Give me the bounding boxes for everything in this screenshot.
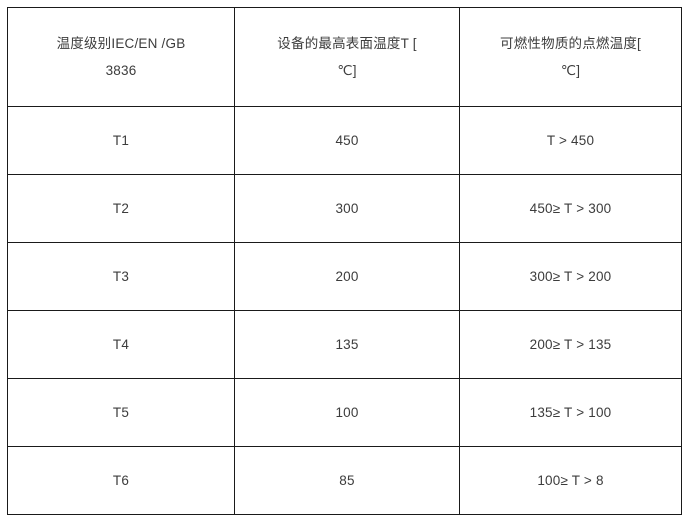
cell-max-surface-temperature: 200	[234, 242, 460, 311]
cell-temperature-class: T5	[7, 378, 235, 447]
cell-temperature-class: T4	[7, 310, 235, 379]
page-root: 温度级别IEC/EN /GB 3836 设备的最高表面温度T [ ℃] 可燃性物…	[7, 7, 682, 515]
cell-max-surface-temperature-value: 85	[339, 472, 355, 488]
cell-ignition-temperature: T > 450	[459, 106, 682, 175]
table-row: T5 100 135≥ T > 100	[7, 378, 682, 447]
cell-temperature-class: T2	[7, 174, 235, 243]
cell-temperature-class: T3	[7, 242, 235, 311]
cell-ignition-temperature: 135≥ T > 100	[459, 378, 682, 447]
column-header-temperature-class: 温度级别IEC/EN /GB 3836	[7, 7, 235, 107]
cell-ignition-temperature-value: 100≥ T > 8	[537, 472, 604, 488]
cell-max-surface-temperature-value: 300	[335, 200, 359, 216]
column-header-temperature-class-label: 温度级别IEC/EN /GB 3836	[56, 36, 186, 78]
table-row: T3 200 300≥ T > 200	[7, 242, 682, 311]
cell-temperature-class-value: T3	[112, 268, 130, 284]
cell-temperature-class-value: T1	[112, 132, 130, 148]
cell-max-surface-temperature-value: 200	[335, 268, 359, 284]
table-row: T1 450 T > 450	[7, 106, 682, 175]
cell-max-surface-temperature: 135	[234, 310, 460, 379]
column-header-ignition-temperature: 可燃性物质的点燃温度[ ℃]	[459, 7, 682, 107]
cell-ignition-temperature-value: 135≥ T > 100	[529, 404, 612, 420]
cell-temperature-class-value: T6	[112, 472, 130, 488]
column-header-ignition-temperature-label: 可燃性物质的点燃温度[ ℃]	[500, 36, 641, 78]
table-header-row: 温度级别IEC/EN /GB 3836 设备的最高表面温度T [ ℃] 可燃性物…	[7, 7, 682, 107]
cell-ignition-temperature-value: 200≥ T > 135	[529, 336, 612, 352]
cell-ignition-temperature-value: 300≥ T > 200	[529, 268, 612, 284]
cell-ignition-temperature: 300≥ T > 200	[459, 242, 682, 311]
cell-max-surface-temperature: 300	[234, 174, 460, 243]
cell-max-surface-temperature-value: 100	[335, 404, 359, 420]
cell-temperature-class-value: T2	[112, 200, 130, 216]
cell-max-surface-temperature: 100	[234, 378, 460, 447]
cell-ignition-temperature: 200≥ T > 135	[459, 310, 682, 379]
cell-ignition-temperature-value: 450≥ T > 300	[529, 200, 612, 216]
cell-ignition-temperature-value: T > 450	[546, 132, 595, 148]
cell-max-surface-temperature-value: 450	[335, 132, 359, 148]
table-row: T4 135 200≥ T > 135	[7, 310, 682, 379]
temperature-class-table: 温度级别IEC/EN /GB 3836 设备的最高表面温度T [ ℃] 可燃性物…	[7, 7, 682, 515]
cell-ignition-temperature: 450≥ T > 300	[459, 174, 682, 243]
cell-temperature-class-value: T5	[112, 404, 130, 420]
temperature-class-table-wrapper: 温度级别IEC/EN /GB 3836 设备的最高表面温度T [ ℃] 可燃性物…	[7, 7, 682, 515]
cell-temperature-class-value: T4	[112, 336, 130, 352]
cell-max-surface-temperature-value: 135	[335, 336, 359, 352]
cell-max-surface-temperature: 450	[234, 106, 460, 175]
table-row: T2 300 450≥ T > 300	[7, 174, 682, 243]
column-header-max-surface-temperature: 设备的最高表面温度T [ ℃]	[234, 7, 460, 107]
column-header-max-surface-temperature-label: 设备的最高表面温度T [ ℃]	[277, 36, 417, 78]
cell-temperature-class: T1	[7, 106, 235, 175]
